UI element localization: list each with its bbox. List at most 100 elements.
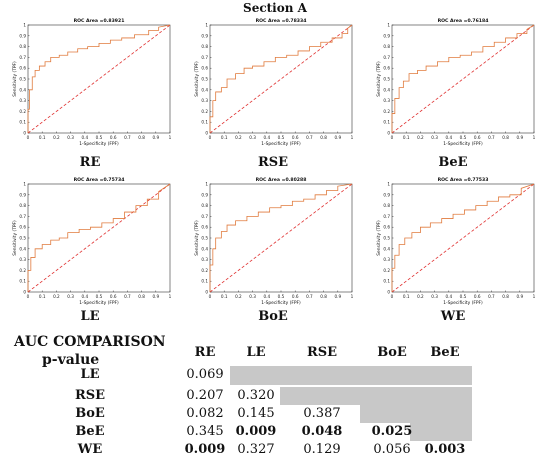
y-tick-label: 0.6	[201, 225, 208, 230]
y-tick-label: 0.4	[19, 87, 26, 92]
y-tick-label: 0.2	[201, 268, 208, 273]
y-tick-label: 0.6	[201, 66, 208, 71]
table-subtitle: p-value	[42, 352, 100, 368]
y-axis-label: Sensitivity (TPF)	[194, 220, 200, 256]
table-cell: 0.048	[301, 424, 343, 439]
table-cell: 0.056	[373, 442, 411, 457]
table-cell: 0.145	[237, 406, 275, 421]
y-tick-label: 0.4	[201, 246, 208, 251]
y-tick-label: 0.1	[201, 279, 208, 284]
table-cell: 0.320	[237, 388, 275, 403]
chart-title: ROC Area =0.76184	[438, 18, 489, 24]
y-tick-label: 0	[387, 290, 390, 295]
x-tick-label: 0.3	[67, 294, 74, 299]
y-tick-label: 0.3	[19, 98, 26, 103]
x-tick-label: 0.8	[502, 294, 509, 299]
y-tick-label: 0.7	[19, 214, 26, 219]
x-tick-label: 0.9	[334, 294, 341, 299]
chance-line	[391, 24, 535, 134]
x-tick-label: 1	[351, 294, 354, 299]
roc-chart-le: ROC Area =0.75734 0 0.1 0.2 0.3 0.4 0.5 0.6 0.7 0…	[12, 177, 172, 306]
y-tick-label: 0.8	[201, 44, 208, 49]
column-header: RSE	[306, 345, 338, 360]
x-axis-label: 1-Specificity (FPF)	[79, 300, 119, 306]
x-tick-label: 0.1	[221, 135, 228, 140]
y-tick-label: 0.7	[19, 55, 26, 60]
x-tick-label: 0.4	[445, 135, 452, 140]
x-tick-label: 0.5	[278, 294, 285, 299]
x-tick-label: 0.7	[488, 294, 495, 299]
x-tick-label: 0.6	[292, 135, 299, 140]
x-tick-label: 0.3	[431, 135, 438, 140]
x-axis-label: 1-Specificity (FPF)	[443, 141, 483, 147]
x-tick-label: 1	[169, 294, 172, 299]
chart-label-we: WE	[440, 309, 466, 324]
roc-chart-rse: ROC Area =0.78334 0 0.1 0.2 0.3 0.4 0.5 0.6 0.7 0…	[194, 18, 354, 147]
y-tick-label: 0.7	[383, 214, 390, 219]
y-tick-label: 0	[23, 290, 26, 295]
y-tick-label: 0.4	[383, 87, 390, 92]
table-shade	[230, 366, 472, 385]
x-tick-label: 0.8	[138, 294, 145, 299]
chart-label-re: RE	[79, 155, 101, 170]
x-tick-label: 0.7	[124, 294, 131, 299]
y-tick-label: 0.3	[201, 98, 208, 103]
table-cell: 0.082	[186, 406, 224, 421]
y-tick-label: 0.8	[201, 203, 208, 208]
y-tick-label: 0.3	[201, 257, 208, 262]
row-header: RSE	[74, 388, 106, 403]
y-tick-label: 1	[387, 23, 390, 28]
x-tick-label: 0	[209, 135, 212, 140]
y-axis-label: Sensitivity (TPF)	[376, 220, 382, 256]
y-tick-label: 0.8	[383, 44, 390, 49]
y-tick-label: 0.3	[383, 98, 390, 103]
y-tick-label: 0.1	[383, 279, 390, 284]
chance-line	[391, 183, 535, 293]
y-tick-label: 0.9	[19, 192, 26, 197]
table-cell: 0.009	[235, 424, 277, 439]
y-tick-label: 0.1	[383, 120, 390, 125]
roc-curve	[27, 183, 171, 292]
y-tick-label: 0.2	[19, 109, 26, 114]
x-tick-label: 0.1	[403, 294, 410, 299]
x-tick-label: 0.6	[110, 294, 117, 299]
roc-curve	[391, 24, 535, 133]
y-tick-label: 0.4	[383, 246, 390, 251]
y-tick-label: 0.6	[383, 66, 390, 71]
x-tick-label: 0.1	[221, 294, 228, 299]
y-tick-label: 0.8	[19, 203, 26, 208]
y-tick-label: 0.6	[383, 225, 390, 230]
y-tick-label: 0.9	[201, 33, 208, 38]
y-tick-label: 0.9	[201, 192, 208, 197]
chart-label-rse: RSE	[257, 155, 289, 170]
roc-curve	[391, 183, 535, 292]
chart-label-boe: BoE	[258, 309, 288, 324]
y-tick-label: 1	[387, 182, 390, 187]
y-tick-label: 0.7	[383, 55, 390, 60]
x-tick-label: 0	[27, 294, 30, 299]
x-tick-label: 0.6	[474, 135, 481, 140]
row-header: LE	[80, 367, 100, 382]
roc-chart-we: ROC Area =0.77533 0 0.1 0.2 0.3 0.4 0.5 0.6 0.7 0…	[376, 177, 536, 306]
auc-comparison-table: AUC COMPARISON p-value RE LE RSE BoE BeE LE 0.…	[0, 332, 550, 457]
y-tick-label: 1	[205, 23, 208, 28]
roc-curve	[209, 183, 353, 292]
y-tick-label: 0.4	[19, 246, 26, 251]
y-tick-label: 0.8	[383, 203, 390, 208]
y-tick-label: 0.5	[383, 77, 390, 82]
x-axis-label: 1-Specificity (FPF)	[261, 300, 301, 306]
x-tick-label: 0.1	[39, 135, 46, 140]
y-tick-label: 0.9	[383, 192, 390, 197]
x-tick-label: 0.2	[235, 135, 242, 140]
y-tick-label: 0	[387, 131, 390, 136]
table-cell: 0.345	[186, 424, 224, 439]
column-header: BoE	[377, 345, 407, 360]
x-tick-label: 0.6	[110, 135, 117, 140]
x-tick-label: 0.5	[278, 135, 285, 140]
y-axis-label: Sensitivity (TPF)	[12, 61, 18, 97]
x-tick-label: 0.2	[235, 294, 242, 299]
chart-label-le: LE	[80, 309, 100, 324]
x-tick-label: 0.4	[263, 135, 270, 140]
x-tick-label: 0.1	[39, 294, 46, 299]
table-title: AUC COMPARISON	[14, 334, 166, 350]
